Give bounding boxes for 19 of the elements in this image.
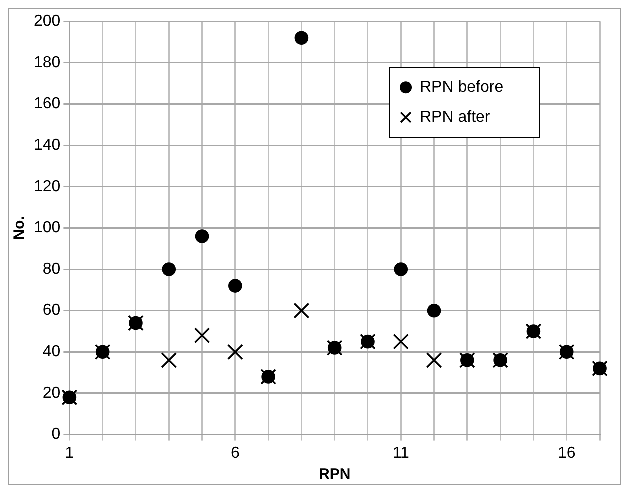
y-tick-label: 0 bbox=[52, 426, 61, 444]
y-tick-label: 160 bbox=[34, 96, 61, 113]
x-tick-label: 6 bbox=[230, 444, 240, 462]
x-tick-label: 11 bbox=[392, 444, 410, 462]
legend-label: RPN after bbox=[420, 109, 491, 126]
x-tick-label: 16 bbox=[558, 444, 576, 462]
y-tick-label: 60 bbox=[42, 302, 61, 320]
y-tick-label: 180 bbox=[34, 54, 61, 72]
y-tick-label: 120 bbox=[34, 178, 61, 196]
x-axis-title: RPN bbox=[319, 466, 351, 484]
y-tick-label: 140 bbox=[34, 136, 61, 154]
y-tick-label: 100 bbox=[34, 220, 61, 237]
legend-label: RPN before bbox=[420, 79, 504, 96]
y-tick-label: 200 bbox=[34, 13, 61, 30]
y-tick-label: 80 bbox=[42, 260, 61, 278]
y-tick-label: 20 bbox=[42, 384, 61, 402]
y-tick-label: 40 bbox=[42, 344, 61, 361]
y-axis-title: No. bbox=[11, 216, 28, 240]
x-tick-label: 1 bbox=[65, 444, 74, 462]
